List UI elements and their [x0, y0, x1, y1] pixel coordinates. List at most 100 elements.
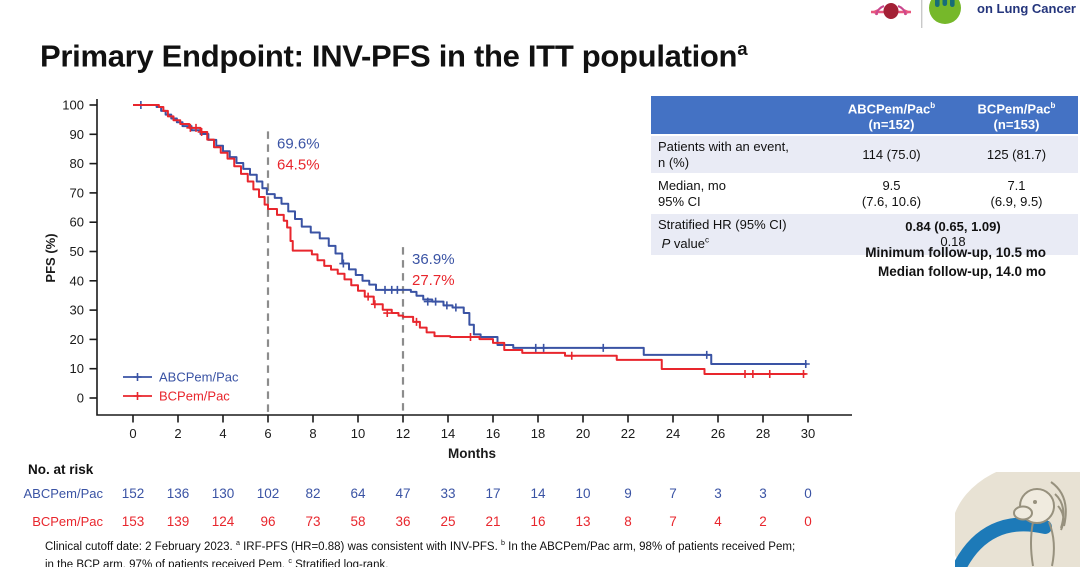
at-risk-count: 14	[530, 486, 546, 501]
censor-mark	[364, 292, 373, 301]
median-value-b: 7.1 (6.9, 9.5)	[955, 175, 1078, 215]
followup-median: Median follow-up, 14.0 mo	[877, 264, 1046, 279]
events-value-a: 114 (75.0)	[828, 136, 955, 176]
x-tick-label: 2	[174, 426, 181, 441]
y-tick-label: 70	[70, 185, 84, 200]
x-tick-label: 22	[621, 426, 635, 441]
stats-header-empty	[651, 96, 828, 137]
axis-frame	[96, 99, 852, 416]
x-tick-label: 24	[666, 426, 680, 441]
title-text: Primary Endpoint: INV-PFS in the ITT pop…	[40, 38, 738, 74]
at-risk-count: 13	[575, 514, 590, 529]
hr-label: Stratified HR (95% CI) P valuec	[651, 214, 828, 257]
y-tick-label: 60	[70, 215, 84, 230]
censor-mark	[531, 343, 540, 352]
logo-text: on Lung Cancer	[977, 1, 1076, 16]
at-risk-count: 102	[257, 486, 280, 501]
footnote-text: Stratified log-rank.	[291, 559, 389, 567]
x-axis-title: Months	[448, 446, 496, 461]
censor-mark	[599, 343, 608, 352]
y-axis-title: PFS (%)	[43, 233, 58, 282]
merlion-eye	[1033, 500, 1037, 504]
at-risk-count: 36	[395, 514, 410, 529]
at-risk-count: 9	[624, 486, 632, 501]
merlion-mane	[1050, 481, 1067, 531]
x-tick-label: 30	[801, 426, 815, 441]
at-risk-count: 33	[440, 486, 455, 501]
events-value-b: 125 (81.7)	[955, 136, 1078, 176]
at-risk-count: 47	[395, 486, 410, 501]
footnote-superscript: b	[500, 539, 505, 547]
lung-icon	[871, 0, 962, 28]
events-label: Patients with an event, n (%)	[651, 136, 828, 176]
merlion-logo	[955, 472, 1080, 567]
km-curve-abcpem-pac	[133, 104, 807, 366]
censor-mark	[567, 351, 576, 360]
at-risk-count: 2	[759, 514, 767, 529]
at-risk-count: 3	[759, 486, 767, 501]
merlion-body	[1030, 521, 1055, 567]
stats-row-events: Patients with an event, n (%) 114 (75.0) …	[651, 136, 1078, 176]
at-risk-count: 7	[669, 486, 677, 501]
milestone-label: 36.9%	[412, 251, 455, 268]
censor-mark	[741, 369, 749, 378]
merlion-snout	[1013, 505, 1033, 521]
censor-mark	[451, 303, 460, 312]
median-value-a: 9.5 (7.6, 10.6)	[828, 175, 955, 215]
censor-mark	[381, 285, 389, 294]
at-risk-count: 16	[530, 514, 545, 529]
censor-mark	[197, 127, 206, 136]
at-risk-count: 136	[167, 486, 190, 501]
x-tick-label: 16	[486, 426, 500, 441]
x-tick-label: 10	[351, 426, 365, 441]
at-risk-count: 0	[804, 514, 812, 529]
censor-mark	[192, 123, 200, 132]
censor-mark	[412, 317, 421, 326]
at-risk-count: 25	[440, 514, 455, 529]
at-risk-count: 4	[714, 514, 722, 529]
censor-mark	[801, 360, 810, 369]
footnote-text: in the BCP arm, 97% of patients received…	[45, 559, 289, 567]
x-tick-label: 6	[264, 426, 271, 441]
at-risk-count: 130	[212, 486, 235, 501]
at-risk-count: 8	[624, 514, 632, 529]
censor-mark	[799, 369, 808, 378]
at-risk-count: 96	[260, 514, 275, 529]
followup-note: Minimum follow-up, 10.5 mo Median follow…	[865, 243, 1046, 281]
stats-row-hr: Stratified HR (95% CI) P valuec 0.84 (0.…	[651, 214, 1078, 257]
y-tick-label: 30	[70, 303, 84, 318]
at-risk-count: 0	[804, 486, 812, 501]
footnote: Clinical cutoff date: 2 February 2023. a…	[45, 536, 795, 567]
x-tick-label: 26	[711, 426, 725, 441]
censor-mark	[339, 259, 348, 268]
km-curve-bcpem-pac	[133, 104, 806, 375]
legend-censor-icon	[133, 373, 142, 381]
stats-table: ABCPem/Pacb (n=152) BCPem/Pacb (n=153) Pat…	[651, 96, 1078, 257]
censor-mark	[393, 285, 402, 294]
footnote-text: IRF-PFS (HR=0.88) was consistent with IN…	[239, 540, 501, 553]
conference-logo: on Lung Cancer	[869, 0, 1078, 30]
at-risk-count: 73	[305, 514, 320, 529]
censor-mark	[466, 333, 475, 342]
y-tick-label: 40	[70, 273, 84, 288]
at-risk-count: 139	[167, 514, 190, 529]
milestone-label: 27.7%	[412, 272, 455, 289]
followup-minimum: Minimum follow-up, 10.5 mo	[865, 245, 1046, 260]
logo-divider	[921, 0, 923, 28]
y-tick-label: 10	[70, 361, 84, 376]
x-tick-label: 12	[396, 426, 410, 441]
stats-row-median: Median, mo 95% CI 9.5 (7.6, 10.6) 7.1 (6.9,…	[651, 175, 1078, 215]
footnote-text: In the ABCPem/Pac arm, 98% of patients r…	[504, 540, 796, 553]
censor-mark	[765, 369, 774, 378]
milestone-label: 64.5%	[277, 156, 320, 173]
x-tick-label: 20	[576, 426, 590, 441]
at-risk-count: 21	[485, 514, 500, 529]
at-risk-count: 152	[122, 486, 145, 501]
title-superscript: a	[737, 38, 748, 59]
x-tick-label: 14	[441, 426, 455, 441]
x-tick-label: 0	[129, 426, 136, 441]
y-tick-label: 20	[70, 332, 84, 347]
censor-mark	[431, 297, 440, 306]
